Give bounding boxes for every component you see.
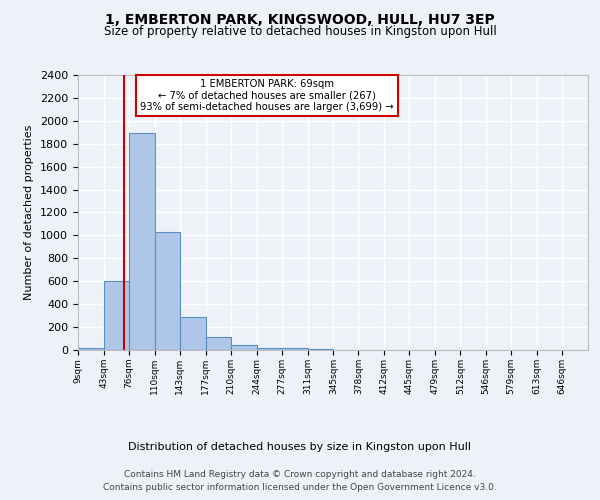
Text: Contains HM Land Registry data © Crown copyright and database right 2024.: Contains HM Land Registry data © Crown c… bbox=[124, 470, 476, 479]
Bar bbox=[206, 337, 231, 350]
Bar bbox=[257, 348, 281, 350]
Bar bbox=[231, 346, 257, 350]
Text: 1, EMBERTON PARK, KINGSWOOD, HULL, HU7 3EP: 1, EMBERTON PARK, KINGSWOOD, HULL, HU7 3… bbox=[105, 12, 495, 26]
Bar bbox=[104, 281, 129, 350]
Bar bbox=[78, 348, 104, 350]
Y-axis label: Number of detached properties: Number of detached properties bbox=[25, 125, 34, 300]
Bar bbox=[281, 348, 308, 350]
Bar bbox=[129, 134, 155, 350]
Bar bbox=[180, 318, 206, 350]
Bar bbox=[155, 232, 180, 350]
Text: 1 EMBERTON PARK: 69sqm
← 7% of detached houses are smaller (267)
93% of semi-det: 1 EMBERTON PARK: 69sqm ← 7% of detached … bbox=[140, 79, 394, 112]
Text: Distribution of detached houses by size in Kingston upon Hull: Distribution of detached houses by size … bbox=[128, 442, 472, 452]
Text: Size of property relative to detached houses in Kingston upon Hull: Size of property relative to detached ho… bbox=[104, 25, 496, 38]
Text: Contains public sector information licensed under the Open Government Licence v3: Contains public sector information licen… bbox=[103, 484, 497, 492]
